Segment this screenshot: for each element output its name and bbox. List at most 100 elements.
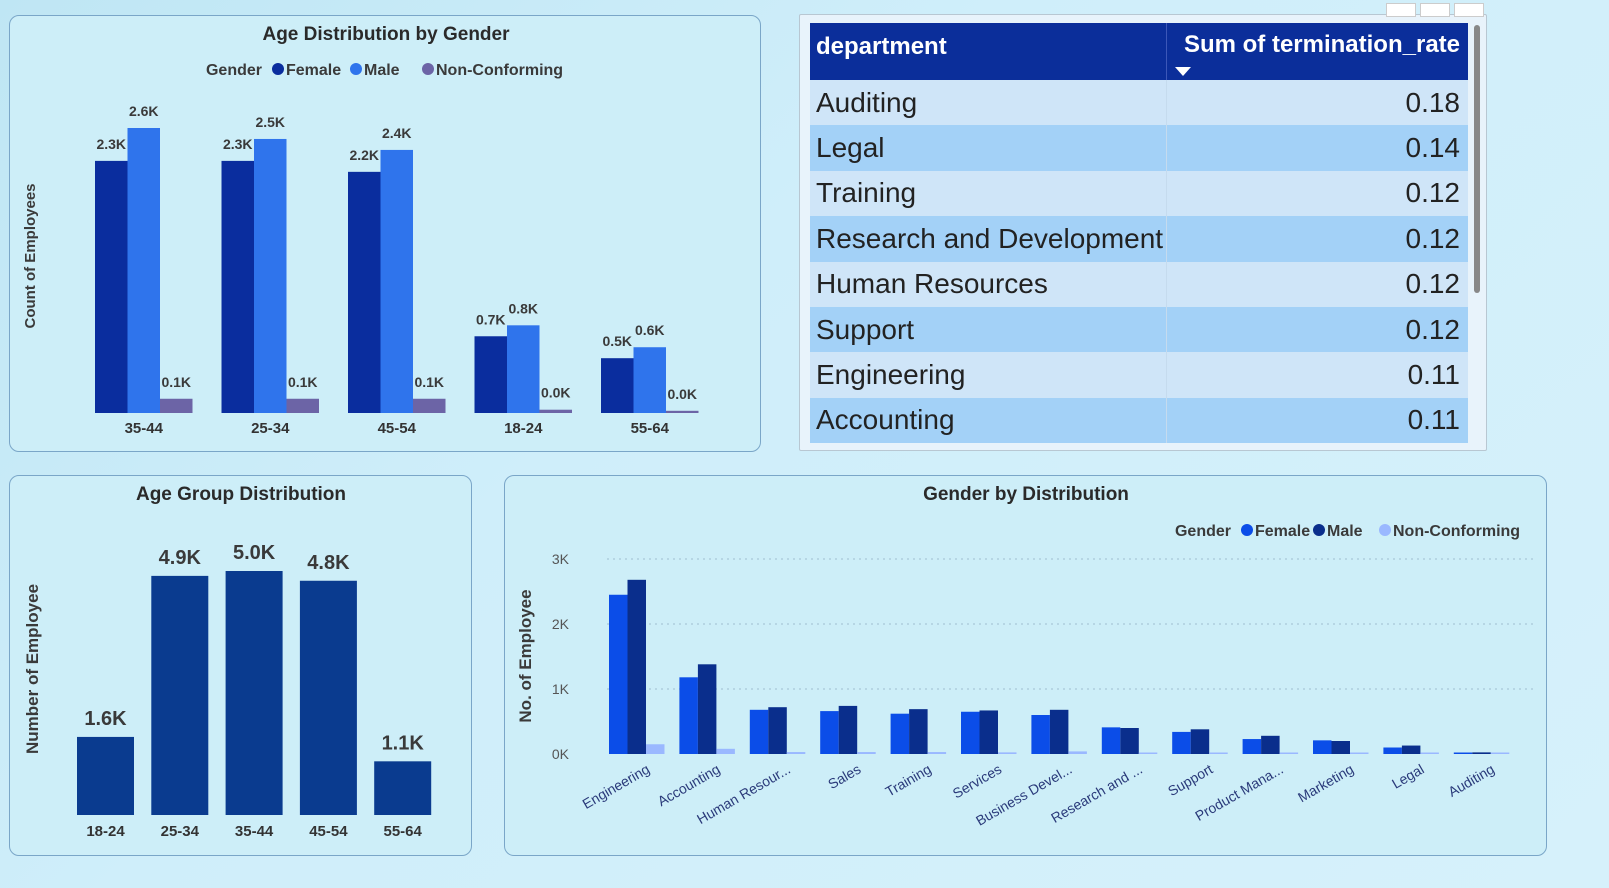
department-cell: Training: [810, 170, 1167, 217]
legend-label[interactable]: Female: [286, 62, 341, 79]
non-conforming-legend-marker[interactable]: [422, 63, 434, 75]
x-tick-label: 35-44: [125, 420, 164, 437]
bar-female-product-mana[interactable]: [1242, 739, 1262, 754]
data-label: 1.6K: [84, 708, 127, 730]
bar-non-conforming-55-64[interactable]: [666, 410, 699, 413]
bar-male-sales[interactable]: [838, 705, 858, 754]
bar-male-human-resour[interactable]: [768, 707, 787, 754]
chart-title: Age Group Distribution: [136, 484, 346, 505]
data-label: 0.1K: [288, 374, 318, 390]
legend-label[interactable]: Non-Conforming: [436, 62, 563, 79]
filter-icon[interactable]: [1386, 3, 1416, 17]
table-row[interactable]: Auditing 0.18: [810, 80, 1468, 126]
table-scrollbar[interactable]: [1474, 25, 1480, 293]
bar-non-conforming-training[interactable]: [927, 752, 947, 754]
department-cell: Support: [810, 306, 1167, 353]
data-label: 4.8K: [307, 552, 350, 574]
bar-female-35-44[interactable]: [95, 160, 128, 413]
data-label: 0.5K: [602, 333, 632, 349]
legend-label[interactable]: Male: [1327, 523, 1363, 540]
table-row[interactable]: Training 0.12: [810, 170, 1468, 217]
bar-female-services[interactable]: [961, 711, 980, 754]
bar-female-support[interactable]: [1172, 731, 1191, 754]
bar-non-conforming-legal[interactable]: [1420, 752, 1439, 755]
y-tick-label: 0K: [552, 746, 570, 762]
bar-female-18-24[interactable]: [474, 336, 508, 413]
bar-male-25-34[interactable]: [254, 138, 287, 413]
bar-non-conforming-sales[interactable]: [857, 752, 876, 754]
chart-title: Age Distribution by Gender: [262, 24, 510, 45]
bar-male-training[interactable]: [909, 709, 928, 754]
bar-male-55-64[interactable]: [633, 347, 667, 413]
bar-female-25-34[interactable]: [221, 160, 255, 413]
termination-rate-cell: 0.12: [1405, 313, 1461, 345]
table-row[interactable]: Support 0.12: [810, 306, 1468, 353]
bar-non-conforming-product-mana[interactable]: [1279, 752, 1299, 755]
bar-non-conforming-support[interactable]: [1209, 752, 1228, 755]
bar-non-conforming-research-and[interactable]: [1138, 752, 1158, 755]
bar-female-marketing[interactable]: [1313, 740, 1332, 754]
bar-male-35-44[interactable]: [127, 128, 161, 413]
bar-18-24[interactable]: [77, 736, 134, 815]
legend-label[interactable]: Female: [1255, 523, 1310, 540]
table-row[interactable]: Engineering 0.11: [810, 352, 1468, 398]
non-conforming-legend-marker[interactable]: [1379, 524, 1391, 536]
bar-female-accounting[interactable]: [679, 677, 698, 754]
bar-55-64[interactable]: [374, 761, 432, 815]
bar-non-conforming-services[interactable]: [998, 752, 1017, 754]
bar-female-auditing[interactable]: [1453, 752, 1473, 755]
bar-non-conforming-engineering[interactable]: [646, 744, 665, 754]
bar-male-research-and[interactable]: [1120, 728, 1139, 754]
female-legend-marker[interactable]: [1241, 524, 1253, 536]
bar-male-engineering[interactable]: [627, 579, 647, 754]
bar-male-18-24[interactable]: [507, 325, 540, 413]
y-tick-label: 3K: [552, 551, 570, 567]
table-row[interactable]: Human Resources 0.12: [810, 261, 1468, 307]
focus-mode-icon[interactable]: [1420, 3, 1450, 17]
bar-non-conforming-auditing[interactable]: [1490, 752, 1510, 755]
more-options-icon[interactable]: [1454, 3, 1484, 17]
legend-label[interactable]: Male: [364, 62, 400, 79]
legend-title: Gender: [1175, 523, 1231, 540]
bar-female-engineering[interactable]: [609, 594, 628, 754]
bar-non-conforming-18-24[interactable]: [539, 409, 573, 413]
bar-female-legal[interactable]: [1383, 747, 1402, 755]
bar-non-conforming-45-54[interactable]: [413, 398, 446, 413]
column-header-termination-rate[interactable]: Sum of termination_rate: [1167, 23, 1468, 80]
bar-male-services[interactable]: [979, 710, 999, 754]
bar-male-45-54[interactable]: [380, 149, 414, 413]
bar-non-conforming-marketing[interactable]: [1350, 752, 1369, 755]
bar-female-sales[interactable]: [820, 711, 839, 754]
bar-35-44[interactable]: [225, 571, 283, 815]
bar-male-product-mana[interactable]: [1261, 735, 1280, 754]
male-legend-marker[interactable]: [1313, 524, 1325, 536]
bar-non-conforming-25-34[interactable]: [286, 398, 320, 413]
bar-male-auditing[interactable]: [1472, 752, 1491, 754]
bar-female-human-resour[interactable]: [749, 709, 769, 754]
bar-male-accounting[interactable]: [697, 664, 717, 754]
bar-female-55-64[interactable]: [601, 358, 634, 413]
male-legend-marker[interactable]: [350, 63, 362, 75]
bar-non-conforming-accounting[interactable]: [716, 748, 735, 754]
bar-non-conforming-business-devel[interactable]: [1068, 751, 1087, 754]
column-header-department[interactable]: department: [810, 23, 1167, 80]
female-legend-marker[interactable]: [272, 63, 284, 75]
table-row[interactable]: Legal 0.14: [810, 125, 1468, 171]
bar-non-conforming-human-resour[interactable]: [786, 752, 806, 754]
bar-male-support[interactable]: [1190, 729, 1210, 754]
bar-female-business-devel[interactable]: [1031, 715, 1050, 754]
bar-female-training[interactable]: [890, 713, 910, 754]
data-label: 0.0K: [541, 385, 571, 401]
bar-male-marketing[interactable]: [1331, 741, 1351, 754]
table-row[interactable]: Accounting 0.11: [810, 397, 1468, 444]
bar-45-54[interactable]: [299, 580, 357, 815]
bar-female-research-and[interactable]: [1101, 727, 1121, 754]
bar-female-45-54[interactable]: [348, 171, 381, 413]
bar-25-34[interactable]: [151, 575, 209, 815]
bar-male-legal[interactable]: [1401, 745, 1421, 754]
bar-non-conforming-35-44[interactable]: [160, 398, 193, 413]
data-label: 2.2K: [349, 147, 379, 163]
table-row[interactable]: Research and Development 0.12: [810, 216, 1468, 262]
bar-male-business-devel[interactable]: [1049, 709, 1069, 754]
legend-label[interactable]: Non-Conforming: [1393, 523, 1520, 540]
